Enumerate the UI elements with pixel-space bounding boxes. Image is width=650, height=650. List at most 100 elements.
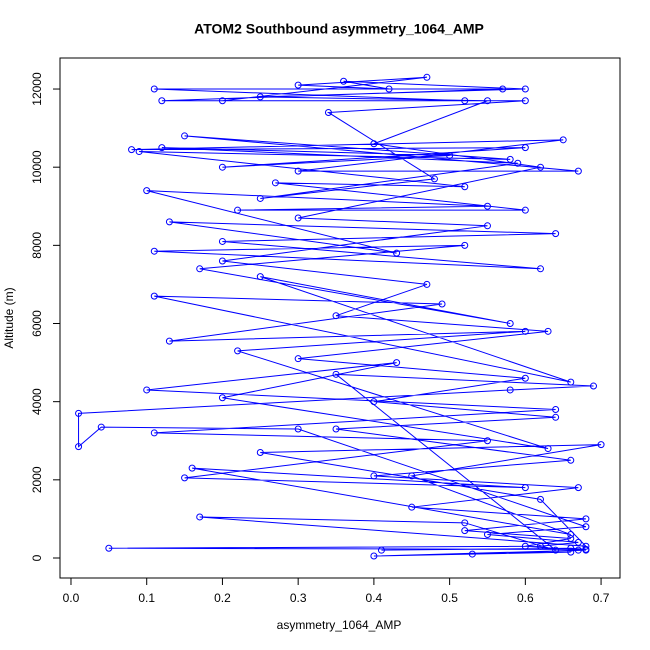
data-point (150, 292, 158, 300)
data-point (574, 538, 582, 546)
data-point (370, 398, 378, 406)
data-point (589, 382, 597, 390)
data-point (423, 280, 431, 288)
data-point (75, 409, 83, 417)
data-point (582, 542, 590, 550)
data-point (536, 265, 544, 273)
data-point (324, 108, 332, 116)
data-point (597, 441, 605, 449)
data-point (552, 413, 560, 421)
data-point (158, 144, 166, 152)
y-tick-label: 4000 (30, 388, 44, 415)
data-point (521, 144, 529, 152)
x-tick-label: 0.6 (517, 591, 534, 605)
data-point (582, 523, 590, 531)
data-point (218, 237, 226, 245)
data-point (582, 546, 590, 554)
x-axis-label: asymmetry_1064_AMP (277, 618, 402, 632)
data-point (294, 355, 302, 363)
data-point (574, 484, 582, 492)
data-point (158, 97, 166, 105)
data-point (521, 97, 529, 105)
data-point (483, 202, 491, 210)
data-point (256, 273, 264, 281)
data-point (423, 73, 431, 81)
data-point (370, 472, 378, 480)
data-point (461, 527, 469, 535)
data-point (188, 464, 196, 472)
y-tick-label: 12000 (30, 72, 44, 106)
data-point (256, 93, 264, 101)
data-point (536, 163, 544, 171)
data-point (461, 97, 469, 105)
data-point (536, 542, 544, 550)
data-point (567, 544, 575, 552)
data-point (332, 312, 340, 320)
data-point (256, 194, 264, 202)
data-point (514, 159, 522, 167)
data-line (78, 76, 602, 557)
data-point (135, 148, 143, 156)
data-point (393, 359, 401, 367)
data-point (294, 214, 302, 222)
data-point (97, 423, 105, 431)
data-point (461, 241, 469, 249)
data-point (150, 247, 158, 255)
y-tick-label: 6000 (30, 310, 44, 337)
data-point (521, 327, 529, 335)
data-point (218, 394, 226, 402)
data-point (143, 187, 151, 195)
data-point (165, 337, 173, 345)
data-point (234, 347, 242, 355)
y-axis-label: Altitude (m) (2, 287, 16, 348)
plot-frame (59, 57, 621, 579)
data-point (181, 132, 189, 140)
data-point (75, 443, 83, 451)
data-point (552, 230, 560, 238)
data-point (332, 425, 340, 433)
x-tick-label: 0.0 (63, 591, 80, 605)
y-tick-label: 2000 (30, 466, 44, 493)
chart-title: ATOM2 Southbound asymmetry_1064_AMP (194, 21, 484, 37)
data-point (377, 546, 385, 554)
data-point (468, 550, 476, 558)
data-point (143, 386, 151, 394)
data-point (552, 405, 560, 413)
data-point (506, 320, 514, 328)
data-point (521, 206, 529, 214)
data-point (461, 183, 469, 191)
data-point (128, 146, 136, 154)
x-tick-label: 0.5 (441, 591, 458, 605)
data-point (567, 534, 575, 542)
data-point (408, 503, 416, 511)
data-point (165, 218, 173, 226)
data-point (521, 374, 529, 382)
data-point (105, 544, 113, 552)
data-point (582, 515, 590, 523)
data-point (340, 77, 348, 85)
x-tick-label: 0.1 (138, 591, 155, 605)
data-point (271, 179, 279, 187)
data-point (544, 445, 552, 453)
data-point (483, 531, 491, 539)
data-point (521, 484, 529, 492)
data-point (499, 85, 507, 93)
data-point (506, 386, 514, 394)
data-point (483, 97, 491, 105)
data-point (332, 370, 340, 378)
data-point (567, 531, 575, 539)
data-point (506, 155, 514, 163)
data-point (552, 546, 560, 554)
data-point (196, 513, 204, 521)
data-point (567, 548, 575, 556)
data-point (150, 429, 158, 437)
data-point (521, 542, 529, 550)
data-point (483, 222, 491, 230)
data-point (430, 175, 438, 183)
data-point (218, 257, 226, 265)
data-point (385, 85, 393, 93)
x-tick-label: 0.3 (290, 591, 307, 605)
data-point (536, 495, 544, 503)
data-point (574, 167, 582, 175)
